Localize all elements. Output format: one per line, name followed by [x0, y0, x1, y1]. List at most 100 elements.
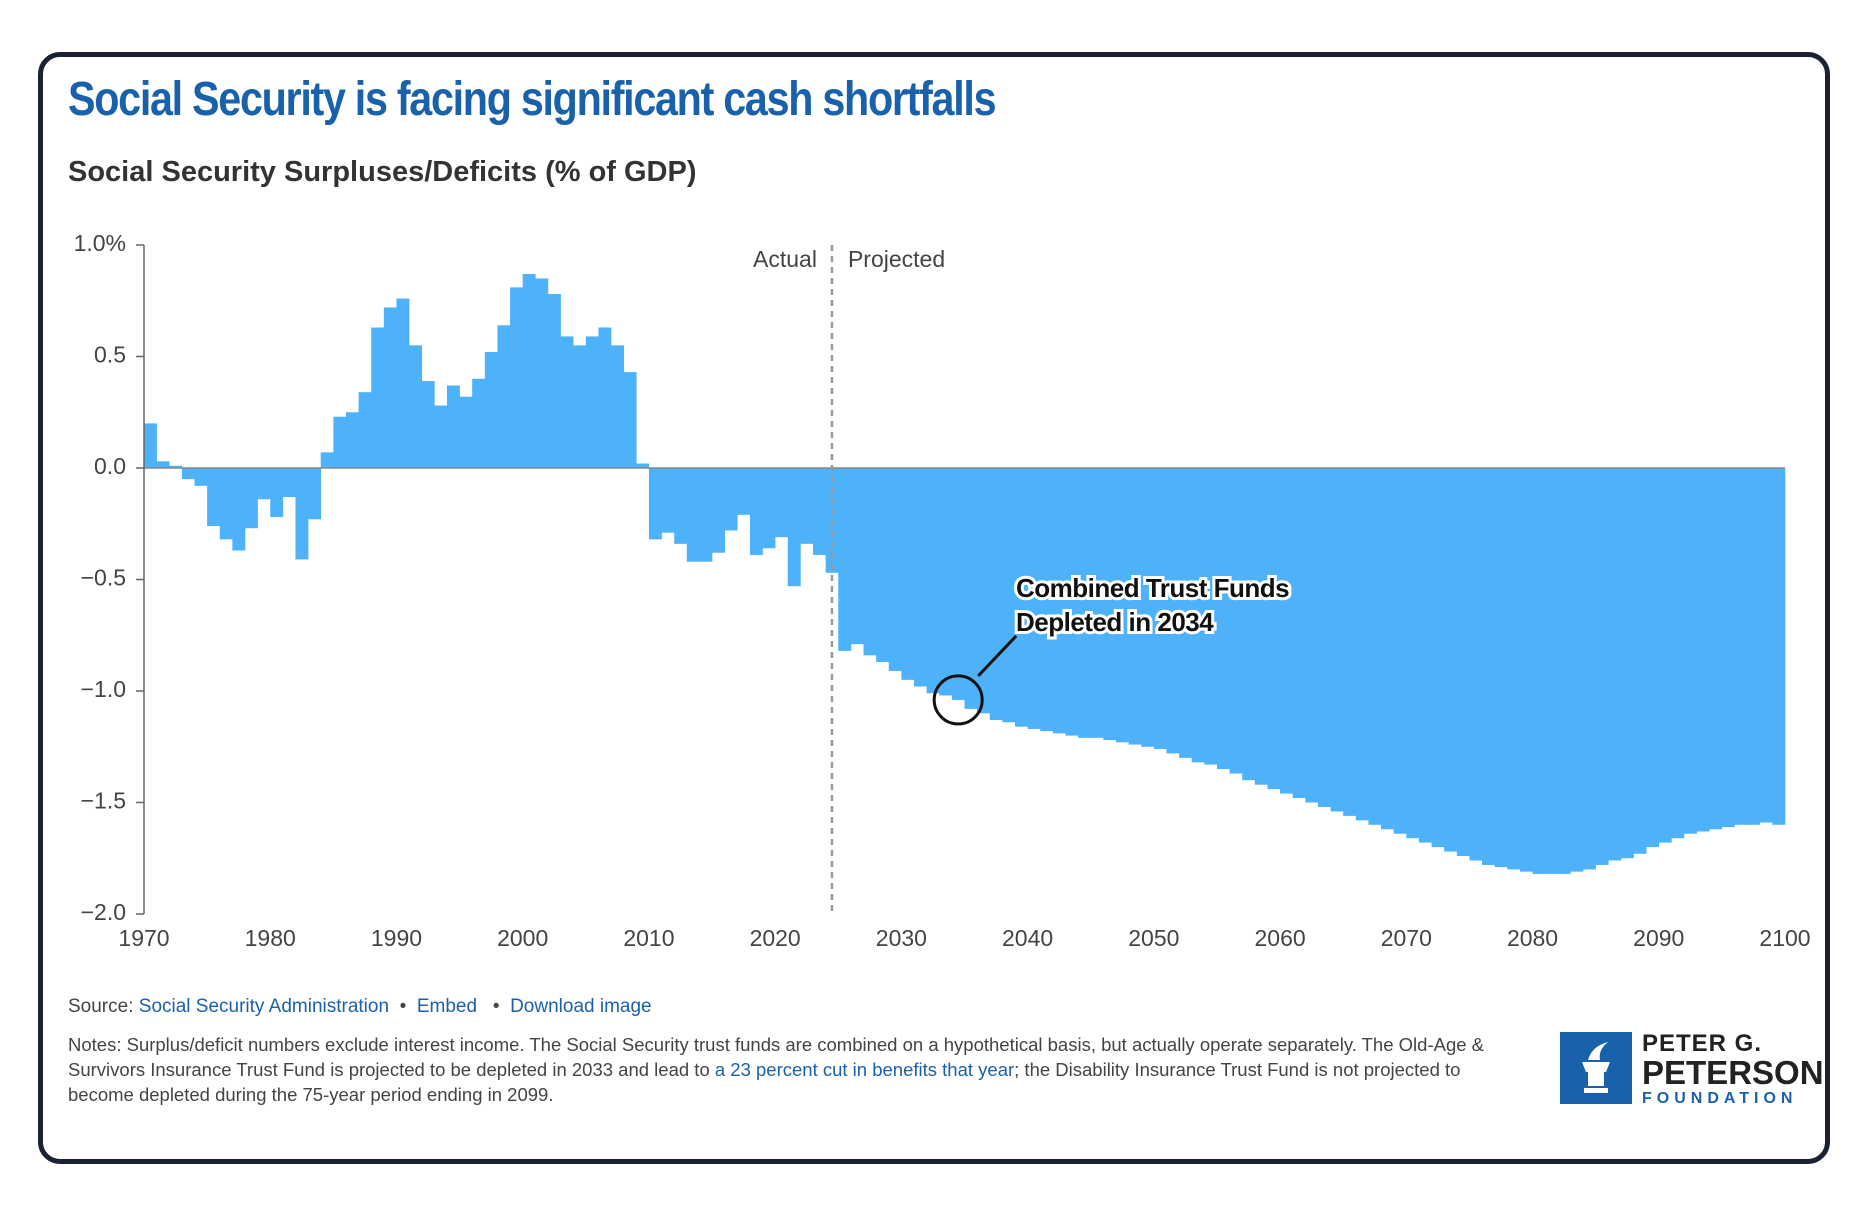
divider-label: Projected — [848, 246, 945, 272]
bar — [1545, 468, 1559, 874]
embed-link[interactable]: Embed — [416, 996, 478, 1017]
bar — [1406, 468, 1420, 839]
x-tick-label: 2070 — [1381, 925, 1432, 951]
bar — [1292, 468, 1306, 799]
bar — [1721, 468, 1735, 828]
bar — [1141, 468, 1155, 747]
bar — [1456, 468, 1470, 857]
bar — [598, 327, 612, 468]
bar — [1482, 468, 1495, 865]
bar — [712, 468, 725, 553]
bar — [1229, 468, 1243, 774]
bar — [876, 468, 890, 663]
bar — [926, 468, 940, 694]
notes-text: Notes: Surplus/deficit numbers exclude i… — [68, 1034, 1484, 1080]
bar — [674, 468, 688, 544]
source: Source: Social Security Administration •… — [68, 996, 652, 1017]
bar — [1027, 468, 1041, 729]
bar — [623, 372, 637, 468]
bar — [964, 468, 978, 709]
bar — [1633, 468, 1647, 854]
y-tick-label: −1.5 — [81, 788, 126, 814]
x-tick-label: 2030 — [876, 925, 927, 951]
x-tick-label: 2060 — [1254, 925, 1305, 951]
bar — [1557, 468, 1571, 874]
bar — [1772, 468, 1786, 825]
bar — [1254, 468, 1268, 785]
bar — [749, 468, 763, 555]
bar — [1090, 468, 1104, 738]
bar — [762, 468, 776, 549]
bar — [396, 298, 410, 468]
bar — [459, 396, 473, 468]
x-tick-label: 2000 — [497, 925, 548, 951]
bar — [661, 468, 675, 533]
x-tick-label: 2080 — [1507, 925, 1558, 951]
bar — [1583, 468, 1596, 870]
y-tick-label: 0.5 — [94, 342, 126, 368]
bar — [1696, 468, 1710, 832]
bar — [1418, 468, 1432, 843]
bar — [1684, 468, 1697, 834]
bar — [573, 345, 587, 468]
bar — [1620, 468, 1634, 859]
bar — [1052, 468, 1066, 734]
bar — [1469, 468, 1483, 861]
bar — [1330, 468, 1344, 812]
bar — [1040, 468, 1054, 732]
bar — [472, 378, 486, 468]
bar — [560, 336, 574, 468]
bar — [1166, 468, 1180, 754]
bar — [989, 468, 1003, 720]
bar — [1494, 468, 1508, 868]
bar — [320, 452, 334, 468]
bar — [371, 327, 385, 468]
bar — [850, 468, 864, 645]
x-tick-label: 2090 — [1633, 925, 1684, 951]
y-tick-label: 1.0% — [74, 230, 126, 256]
bar — [1570, 468, 1584, 872]
bar — [194, 468, 208, 486]
bar — [144, 423, 157, 468]
notes-link[interactable]: a 23 percent cut in benefits that year — [714, 1059, 1015, 1080]
bar — [1065, 468, 1079, 736]
y-tick-label: −0.5 — [81, 565, 126, 591]
bar — [1355, 468, 1369, 821]
x-tick-label: 1970 — [118, 925, 169, 951]
bar — [939, 468, 953, 696]
bar — [1191, 468, 1205, 763]
bar — [1204, 468, 1218, 765]
y-tick-label: 0.0 — [94, 453, 126, 479]
divider-label: Actual — [753, 246, 817, 272]
annotation-text: Depleted in 2034 — [1016, 607, 1214, 637]
chart-title: Social Security Surpluses/Deficits (% of… — [68, 156, 697, 188]
bar — [1343, 468, 1357, 816]
annotation-circle — [932, 674, 984, 726]
y-tick-label: −1.0 — [81, 676, 126, 702]
bar — [1002, 468, 1016, 723]
bar — [181, 468, 195, 480]
source-link[interactable]: Social Security Administration — [138, 996, 390, 1017]
bar — [838, 468, 852, 651]
bar — [1595, 468, 1609, 865]
bar — [421, 381, 435, 468]
download-link[interactable]: Download image — [510, 996, 652, 1017]
bar — [800, 468, 814, 544]
bar — [1608, 468, 1622, 861]
bar — [1709, 468, 1723, 830]
bar — [1759, 468, 1773, 823]
source-label: Source: — [68, 996, 134, 1017]
bar — [1734, 468, 1748, 825]
bar — [1671, 468, 1685, 839]
bar — [699, 468, 713, 562]
x-tick-label: 2010 — [623, 925, 674, 951]
bar — [611, 345, 624, 468]
bar — [446, 385, 460, 468]
bar — [1153, 468, 1167, 749]
bar — [1216, 468, 1230, 770]
bar — [244, 468, 258, 529]
bar — [497, 325, 511, 468]
bar — [1115, 468, 1129, 743]
bar — [535, 278, 549, 468]
